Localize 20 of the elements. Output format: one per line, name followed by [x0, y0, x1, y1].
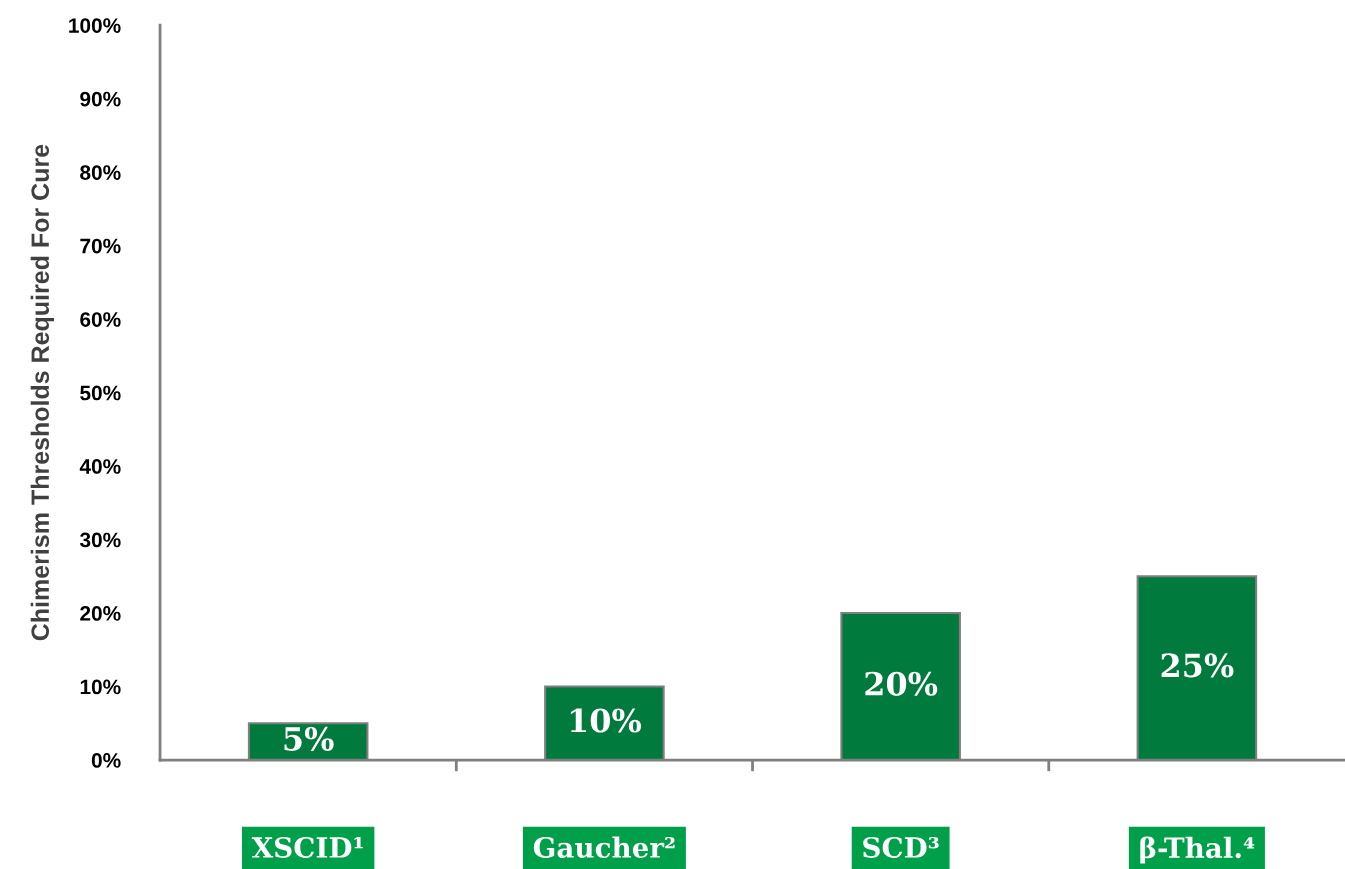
x-tick-label: XSCID¹ — [251, 836, 363, 858]
x-tick-label: Gaucher² — [533, 836, 675, 858]
y-tick-label: 10% — [80, 679, 121, 695]
y-tick-label: 50% — [80, 385, 121, 401]
data-label: 20% — [865, 671, 938, 696]
y-tick-label: 0% — [91, 753, 121, 768]
data-label: 5% — [284, 726, 334, 751]
y-tick-label: 20% — [80, 606, 121, 621]
y-tick-label: 80% — [80, 165, 121, 180]
y-tick-label: 90% — [80, 91, 121, 107]
y-tick-label: 60% — [80, 312, 121, 327]
data-label: 25% — [1161, 653, 1234, 678]
y-tick-label: 70% — [80, 238, 121, 254]
data-label: 10% — [570, 708, 642, 733]
x-tick-label: β-Thal.⁴ — [1140, 836, 1255, 864]
y-tick-label: 40% — [79, 459, 121, 474]
y-tick-label: 100% — [69, 18, 121, 33]
x-tick-label: SCD³ — [863, 836, 939, 858]
y-tick-label: 30% — [79, 532, 121, 548]
y-axis-title: Chimerism Thresholds Required For Cure — [30, 144, 54, 641]
